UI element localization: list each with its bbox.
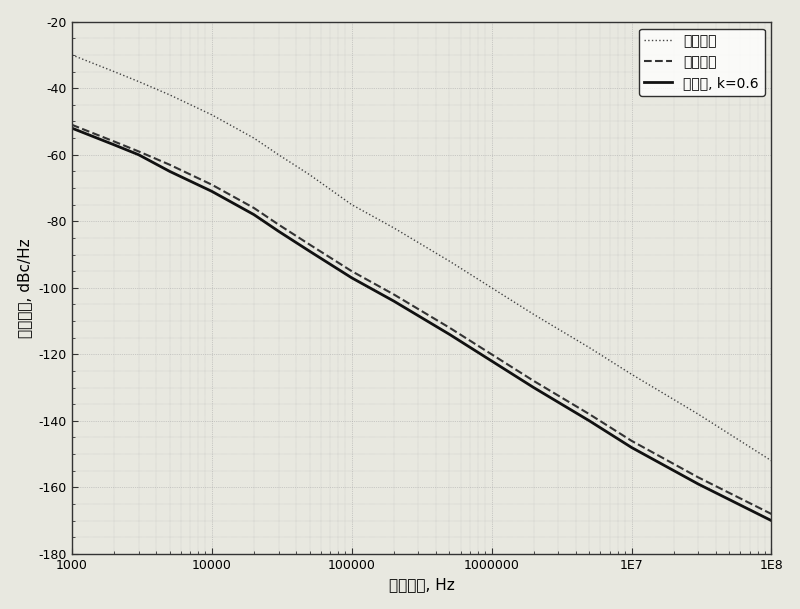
变压器, k=0.6 [274,228,283,235]
两个电感 [67,121,77,128]
变压器, k=0.6 [67,124,77,132]
一个电感 [585,344,594,351]
一个电感 [305,171,314,178]
Line: 一个电感: 一个电感 [72,55,771,461]
两个电感 [626,437,636,445]
变压器, k=0.6 [305,247,314,255]
一个电感 [207,111,217,119]
变压器, k=0.6 [389,297,398,304]
两个电感 [274,221,283,228]
一个电感 [109,68,118,76]
一个电感 [487,284,497,292]
一个电感 [249,135,258,142]
变压器, k=0.6 [487,357,497,365]
Line: 变压器, k=0.6: 变压器, k=0.6 [72,128,771,521]
两个电感 [529,378,538,385]
一个电感 [529,311,538,318]
两个电感 [694,474,703,481]
两个电感 [347,267,357,275]
变压器, k=0.6 [626,444,636,451]
一个电感 [766,457,776,465]
一个电感 [165,91,174,99]
变压器, k=0.6 [445,331,454,338]
变压器, k=0.6 [249,211,258,218]
变压器, k=0.6 [347,274,357,281]
两个电感 [487,351,497,358]
一个电感 [694,410,703,418]
X-axis label: 偏移频率, Hz: 偏移频率, Hz [389,577,454,593]
一个电感 [445,258,454,265]
变压器, k=0.6 [585,417,594,424]
一个电感 [67,51,77,58]
两个电感 [249,204,258,211]
两个电感 [305,241,314,248]
两个电感 [207,181,217,188]
变压器, k=0.6 [134,151,143,158]
一个电感 [626,371,636,378]
变压器, k=0.6 [694,481,703,488]
一个电感 [347,201,357,208]
变压器, k=0.6 [207,188,217,195]
Legend: 一个电感, 两个电感, 变压器, k=0.6: 一个电感, 两个电感, 变压器, k=0.6 [639,29,765,96]
两个电感 [389,290,398,298]
两个电感 [585,410,594,418]
变压器, k=0.6 [766,517,776,524]
变压器, k=0.6 [165,167,174,175]
一个电感 [134,78,143,85]
两个电感 [445,324,454,331]
两个电感 [766,510,776,518]
两个电感 [165,161,174,168]
两个电感 [134,148,143,155]
变压器, k=0.6 [109,141,118,149]
变压器, k=0.6 [529,384,538,391]
一个电感 [274,151,283,158]
一个电感 [389,224,398,231]
Y-axis label: 相位噪声, dBc/Hz: 相位噪声, dBc/Hz [17,238,32,337]
两个电感 [109,138,118,145]
Line: 两个电感: 两个电感 [72,125,771,514]
